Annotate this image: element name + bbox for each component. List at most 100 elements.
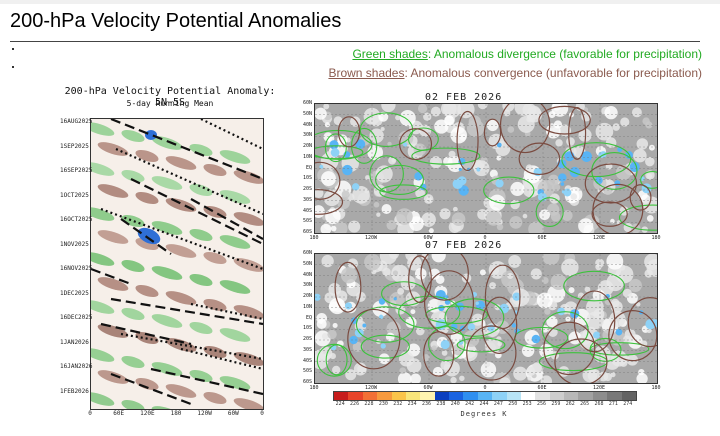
hovmoller-anomaly-blob [219,150,251,164]
hovmoller-propagation-line [120,218,172,255]
colorbar-swatch [535,392,550,400]
cold-cloud-top [561,190,566,194]
hovmoller-anomaly-blob [135,284,159,298]
map-lat-label: 40N [302,121,312,128]
convergence-contour [499,104,551,154]
satellite-cloud [315,107,327,120]
map-lat-label: 30N [302,282,312,289]
map-lat-label: 60S [302,379,312,385]
satellite-cloud [507,126,515,133]
convergence-contour [518,142,561,176]
satellite-cloud [628,278,642,293]
legend-brown-key: Brown shades [328,66,405,80]
hovmoller-anomaly-blob [165,384,197,398]
cold-cloud-top [329,140,339,150]
satellite-cloud [423,194,434,204]
satellite-cloud [432,366,443,378]
satellite-cloud [388,254,399,260]
map-lon-label: 120E [592,385,606,391]
hovmoller-anomaly-blob [121,129,145,143]
hovmoller-propagation-line [91,267,132,286]
hovmoller-anomaly-blob [135,377,159,391]
divergence-contour [379,184,428,200]
satellite-cloud [320,152,339,171]
satellite-cloud [646,173,653,179]
top-bar [0,0,720,4]
legend-green-text: : Anomalous divergence (favorable for pr… [427,47,702,61]
divergence-contour [428,326,466,362]
satellite-cloud [565,316,571,322]
hovmoller-anomaly-blob [219,376,251,390]
hovmoller-anomaly-blob [151,314,183,328]
satellite-cloud [439,208,451,220]
hovmoller-anomaly-blob [121,399,145,409]
map-lat-label: 20N [302,293,312,299]
divergence-contour [456,337,506,353]
hovmoller-propagation-line [130,178,263,245]
hovmoller-anomaly-blob [135,149,159,163]
satellite-cloud [606,273,625,292]
hovmoller-anomaly-blob [203,391,227,405]
divergence-contour [535,197,564,227]
map-lat-label: EQ [305,164,312,171]
satellite-cloud [568,287,575,294]
satellite-cloud [369,128,384,143]
hovmoller-anomaly-blob [189,369,213,383]
satellite-cloud [539,209,550,221]
hovmoller-anomaly-blob [189,321,213,335]
satellite-cloud [510,181,525,197]
satellite-cloud [598,371,609,382]
colorbar-tick-label: 224 [335,401,345,407]
title-divider [10,41,700,42]
colorbar-swatch [506,392,521,400]
hovmoller-anomaly-blob [151,221,183,235]
cold-cloud-top [440,339,450,350]
map-panel-2 [314,253,658,384]
cold-cloud-top [537,192,547,202]
satellite-cloud [620,117,630,127]
divergence-contour [538,352,608,372]
hovmoller-anomaly-blob [189,228,213,242]
hovmoller-anomaly-blob [151,176,183,190]
cold-cloud-top [319,164,324,169]
satellite-cloud [345,369,357,381]
satellite-cloud [378,353,390,365]
divergence-contour [514,326,569,349]
colorbar-swatch [362,392,378,400]
satellite-cloud [399,367,407,375]
colorbar-tick-label: 242 [465,401,475,407]
cold-cloud-top [342,164,353,176]
satellite-cloud [440,104,457,117]
colorbar-tick-label: 274 [623,401,633,407]
satellite-cloud [575,104,585,111]
satellite-cloud [508,254,522,268]
satellite-cloud [397,287,405,295]
hovmoller-lon-label: 120W [197,410,212,417]
cold-cloud-top [458,167,462,172]
colorbar-tick-label: 253 [522,401,532,407]
satellite-cloud [626,354,639,366]
satellite-cloud [623,335,631,344]
satellite-cloud [324,122,330,128]
hovmoller-anomaly-blob [219,280,251,294]
divergence-contour [618,204,657,231]
satellite-cloud [397,372,412,383]
satellite-cloud [605,137,617,148]
divergence-contour [355,306,415,343]
satellite-cloud [570,193,578,200]
hovmoller-lon-label: 60E [113,410,125,417]
map-lat-label: 60N [302,100,312,106]
map-lat-label: 50N [302,260,312,267]
hovmoller-anomaly-blob [135,191,159,205]
hovmoller-propagation-line [190,198,263,240]
satellite-cloud [525,164,533,171]
hovmoller-propagation-line [180,347,263,371]
map-lon-label: 60E [537,235,547,241]
convergence-contour [608,310,657,362]
satellite-cloud [496,223,504,231]
hovmoller-anomaly-blob [91,122,115,136]
satellite-cloud [386,220,397,231]
satellite-cloud [448,150,456,158]
convergence-contour [399,128,433,161]
map-lon-label: 60W [423,385,433,391]
